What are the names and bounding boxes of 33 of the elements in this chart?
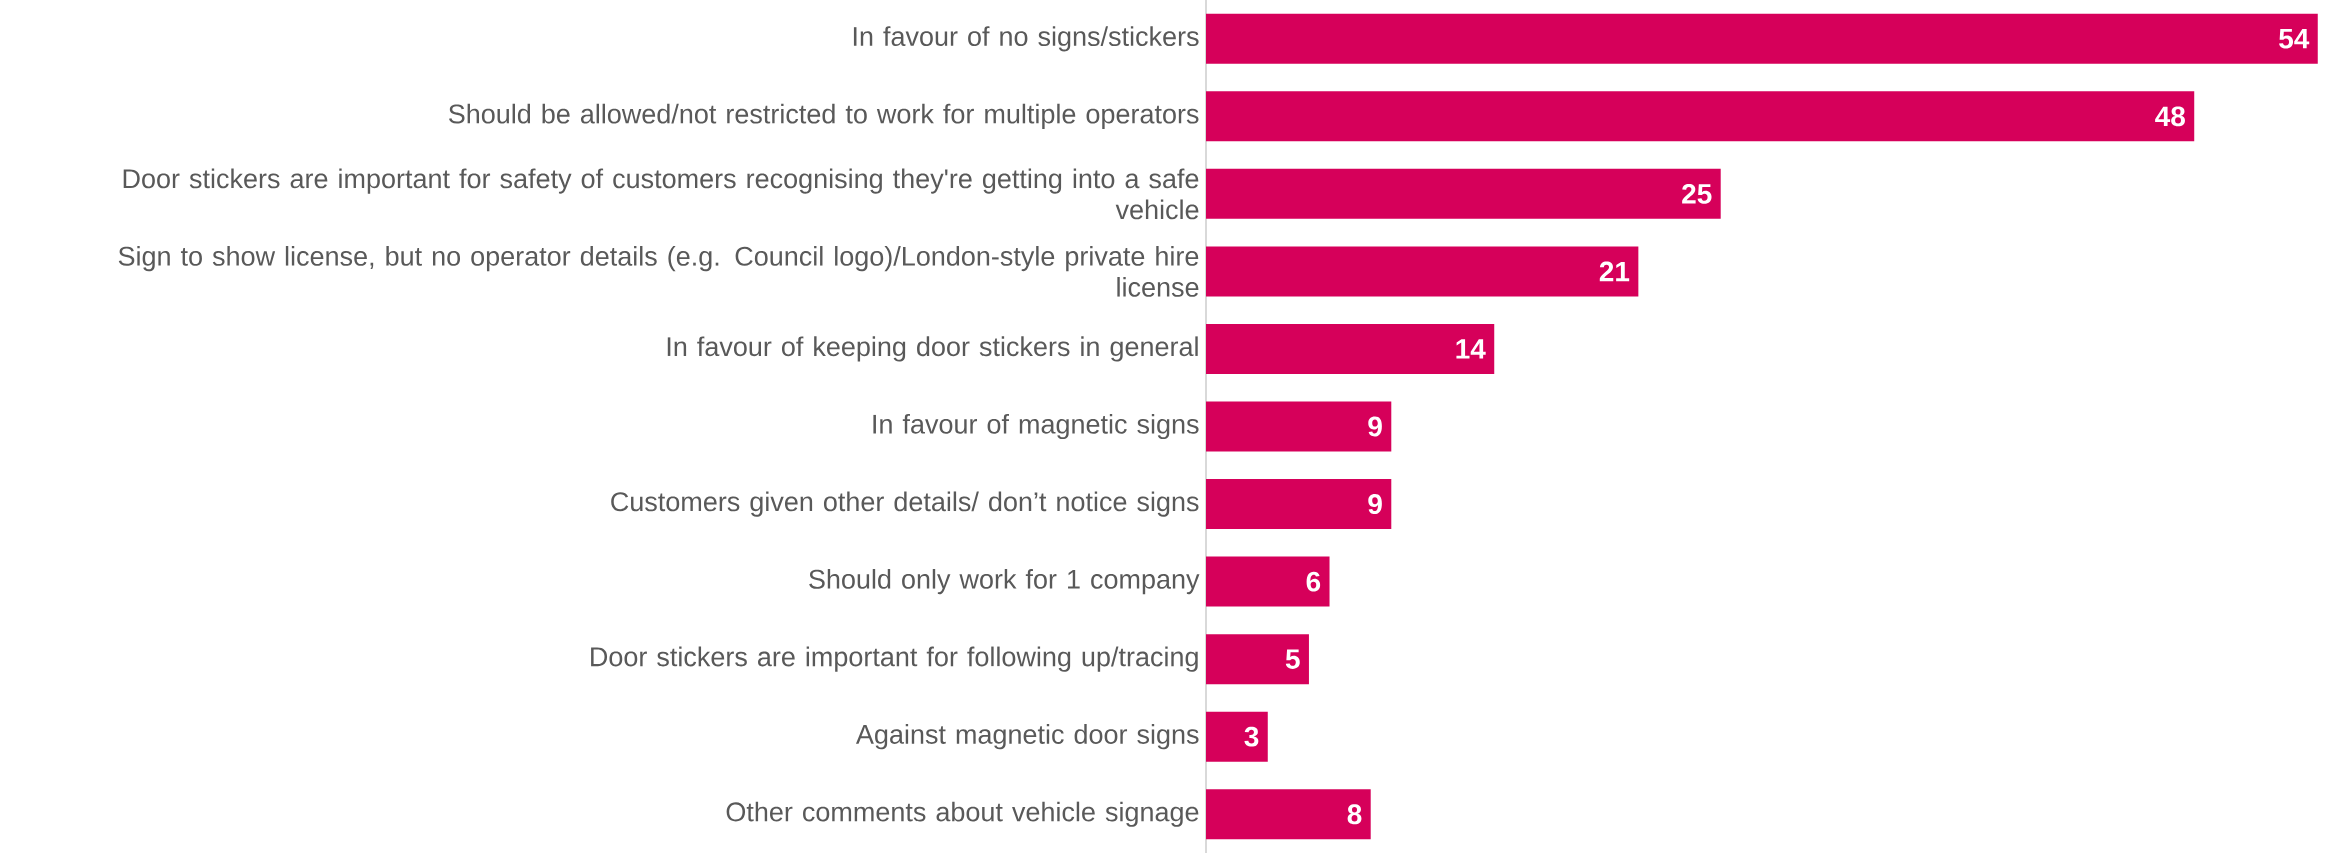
bar [1206, 479, 1392, 530]
y-tick-label: Customers given other details/ don’t notice signs [611, 491, 1199, 517]
y-tick-label: Against magnetic door signs [855, 724, 1199, 750]
data-label: 25 [1682, 183, 1712, 204]
data-label: 9 [1368, 494, 1382, 514]
data-label: 14 [1456, 339, 1486, 359]
bar [1206, 401, 1392, 452]
y-tick-label: Should be allowed/not restricted to work for multiple operators [448, 103, 1199, 129]
y-tick-label: Other comments about vehicle signage [726, 801, 1199, 827]
bar [1206, 556, 1330, 607]
bar [1206, 634, 1309, 685]
y-tick-label: In favour of no signs/stickers [853, 26, 1199, 52]
y-tick-label: Door stickers are important for safety of customers recognising they're getting into a safe vehicle [123, 168, 1199, 220]
data-label: 21 [1599, 261, 1630, 282]
data-label: 6 [1306, 571, 1321, 592]
bar [1206, 789, 1371, 840]
bar [1206, 323, 1495, 374]
data-label: 48 [2155, 106, 2185, 127]
bar [1206, 711, 1268, 762]
data-label: 9 [1368, 416, 1382, 437]
bar [1206, 246, 1639, 297]
bar [1206, 91, 2195, 142]
data-label: 3 [1244, 726, 1259, 747]
y-tick-label: In favour of keeping door stickers in general [667, 336, 1198, 362]
bar [1206, 168, 1721, 219]
y-tick-label: Door stickers are important for following up/tracing [591, 646, 1198, 672]
data-label: 5 [1285, 649, 1300, 669]
y-tick-label: Sign to show license, but no operator details (e.g. Council logo)/London-style private hire license [118, 246, 1199, 297]
y-tick-label: Should only work for 1 company [809, 569, 1200, 595]
data-label: 8 [1347, 804, 1362, 825]
y-tick-label: In favour of magnetic signs [873, 413, 1199, 440]
data-label: 54 [2279, 29, 2310, 49]
bar [1206, 13, 2318, 64]
